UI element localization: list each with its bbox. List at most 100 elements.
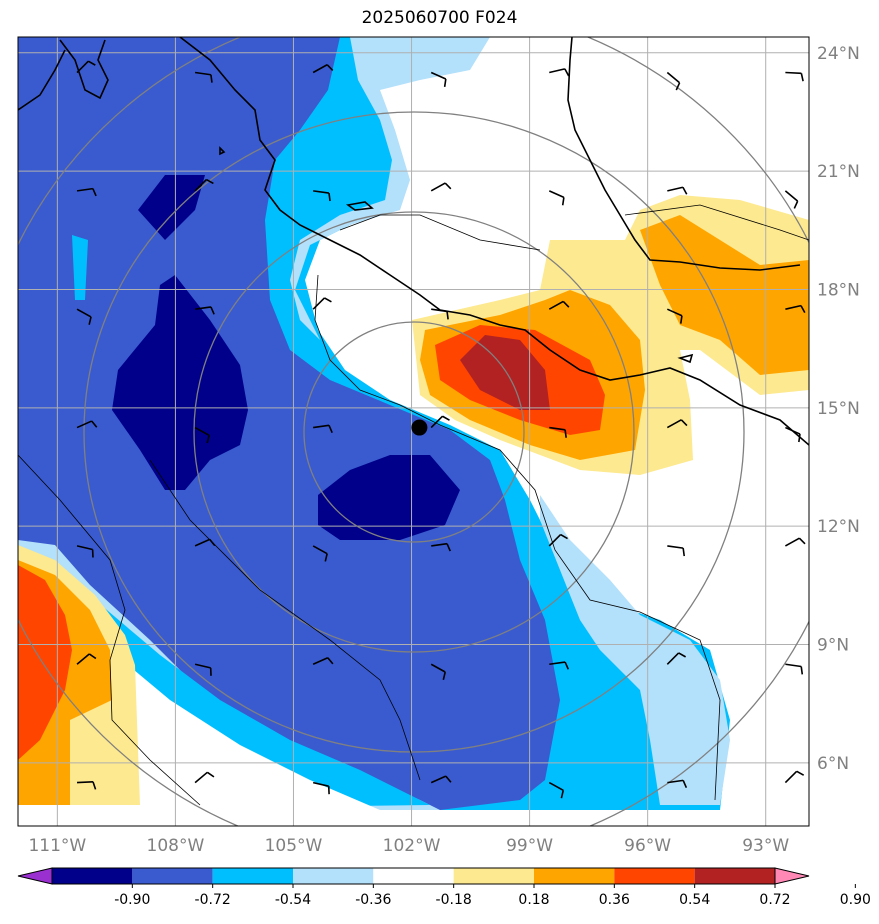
wind-barb [666, 652, 686, 665]
lat-tick-label: 15°N [817, 399, 860, 419]
contour-line-1 [314, 274, 721, 801]
colorbar-segment [694, 868, 775, 884]
wind-barb [194, 771, 215, 784]
lon-tick-label: 99°W [506, 836, 553, 856]
wind-barb [312, 297, 332, 310]
lon-tick-label: 102°W [383, 836, 441, 856]
wind-barb [784, 190, 799, 209]
coastline-peninsula [18, 49, 66, 111]
wind-barb [76, 420, 98, 429]
lon-tick-label: 111°W [28, 836, 86, 856]
colorbar-level-label: 0.90 [840, 892, 871, 908]
contour-red-sw [18, 565, 72, 760]
contour-dark-blue-nw [138, 175, 205, 240]
island-1 [345, 201, 374, 211]
wind-barb [76, 545, 94, 558]
wind-barb [194, 663, 212, 676]
lat-lon-grid [18, 37, 809, 826]
wind-barb [549, 661, 570, 670]
colorbar-level-label: -0.72 [195, 892, 231, 908]
wind-barb [430, 775, 452, 784]
map-plot-area [18, 37, 809, 826]
colorbar-level-label: -0.18 [436, 892, 472, 908]
contour-line-2 [18, 454, 201, 806]
wind-barb [549, 426, 567, 438]
wind-barb [785, 537, 806, 547]
latitude-labels: 24°N 21°N 18°N 15°N 12°N 9°N 6°N [817, 44, 860, 774]
colorbar-segment [373, 868, 454, 884]
wind-barb [312, 657, 334, 665]
lat-tick-label: 21°N [817, 162, 860, 182]
coastline-mexico-pacific [179, 37, 809, 446]
wind-barb [784, 770, 805, 784]
wind-barb [312, 781, 330, 795]
lon-tick-label: 96°W [624, 836, 671, 856]
lat-tick-label: 18°N [817, 280, 860, 300]
contour-pale-blue-north [290, 37, 490, 340]
contour-line-5 [149, 459, 421, 781]
colorbar-segment [212, 868, 293, 884]
colorbar-segment [293, 868, 374, 884]
anomaly-field [18, 37, 809, 810]
contour-line-4 [624, 204, 809, 241]
lat-tick-label: 12°N [817, 517, 860, 537]
wind-barb [666, 71, 681, 91]
contour-line-3 [339, 214, 541, 251]
coastline-gulf [567, 37, 801, 271]
wind-barb [785, 304, 806, 314]
wind-barb [194, 178, 214, 192]
wind-barbs [76, 60, 806, 799]
colorbar-level-label: 0.36 [599, 892, 630, 908]
wind-barb [76, 653, 97, 665]
contour-sky-blue-strip [72, 235, 88, 300]
wind-barb [667, 186, 688, 195]
wind-barb [430, 663, 446, 680]
wind-barb [430, 415, 450, 429]
colorbar-level-label: 0.72 [759, 892, 790, 908]
wind-barb [785, 71, 804, 82]
wind-barb [785, 663, 804, 675]
colorbar-level-label: -0.36 [355, 892, 391, 908]
wind-barb [431, 308, 449, 320]
wind-barb [76, 60, 96, 74]
wind-barb [76, 187, 97, 197]
colorbar: -0.90 -0.72 -0.54 -0.36 -0.18 0.18 0.36 0.54 0.7… [17, 867, 871, 908]
wind-barb [312, 64, 334, 74]
map-frame [17, 36, 810, 827]
wind-barb [194, 426, 210, 444]
contour-lines [18, 204, 809, 806]
colorbar-segment [534, 868, 615, 884]
range-rings [18, 37, 809, 826]
wind-barb [313, 190, 331, 202]
wind-barb [666, 419, 688, 429]
coastline-baja [59, 39, 109, 100]
wind-barb [194, 538, 216, 547]
longitude-labels: 111°W 108°W 105°W 102°W 99°W 96°W 93°W [28, 836, 789, 856]
wind-barb [785, 426, 801, 443]
lat-tick-label: 9°N [817, 636, 849, 656]
colorbar-extend-high [774, 867, 810, 885]
wind-barb [430, 71, 447, 88]
contour-pale-blue-east [540, 495, 730, 805]
wind-barb [667, 779, 688, 789]
colorbar-segment [52, 868, 133, 884]
colorbar-extend-low [17, 867, 53, 885]
contour-dark-red [460, 335, 550, 410]
colorbar-segment [132, 868, 213, 884]
lat-tick-label: 6°N [817, 754, 849, 774]
wind-barb [667, 545, 686, 557]
wind-barb [548, 300, 570, 310]
colorbar-segment [614, 868, 695, 884]
wind-barb [76, 780, 97, 790]
wind-barb [549, 68, 570, 77]
island-3 [677, 353, 694, 364]
contour-dark-blue-west [112, 275, 248, 490]
lon-tick-label: 93°W [742, 836, 789, 856]
wind-barb [430, 182, 452, 192]
wind-barb [313, 424, 333, 433]
colorbar-level-label: -0.54 [275, 892, 311, 908]
island-2 [219, 146, 226, 156]
colorbar-level-label: 0.54 [679, 892, 710, 908]
lon-tick-label: 108°W [147, 836, 205, 856]
colorbar-segment [453, 868, 534, 884]
